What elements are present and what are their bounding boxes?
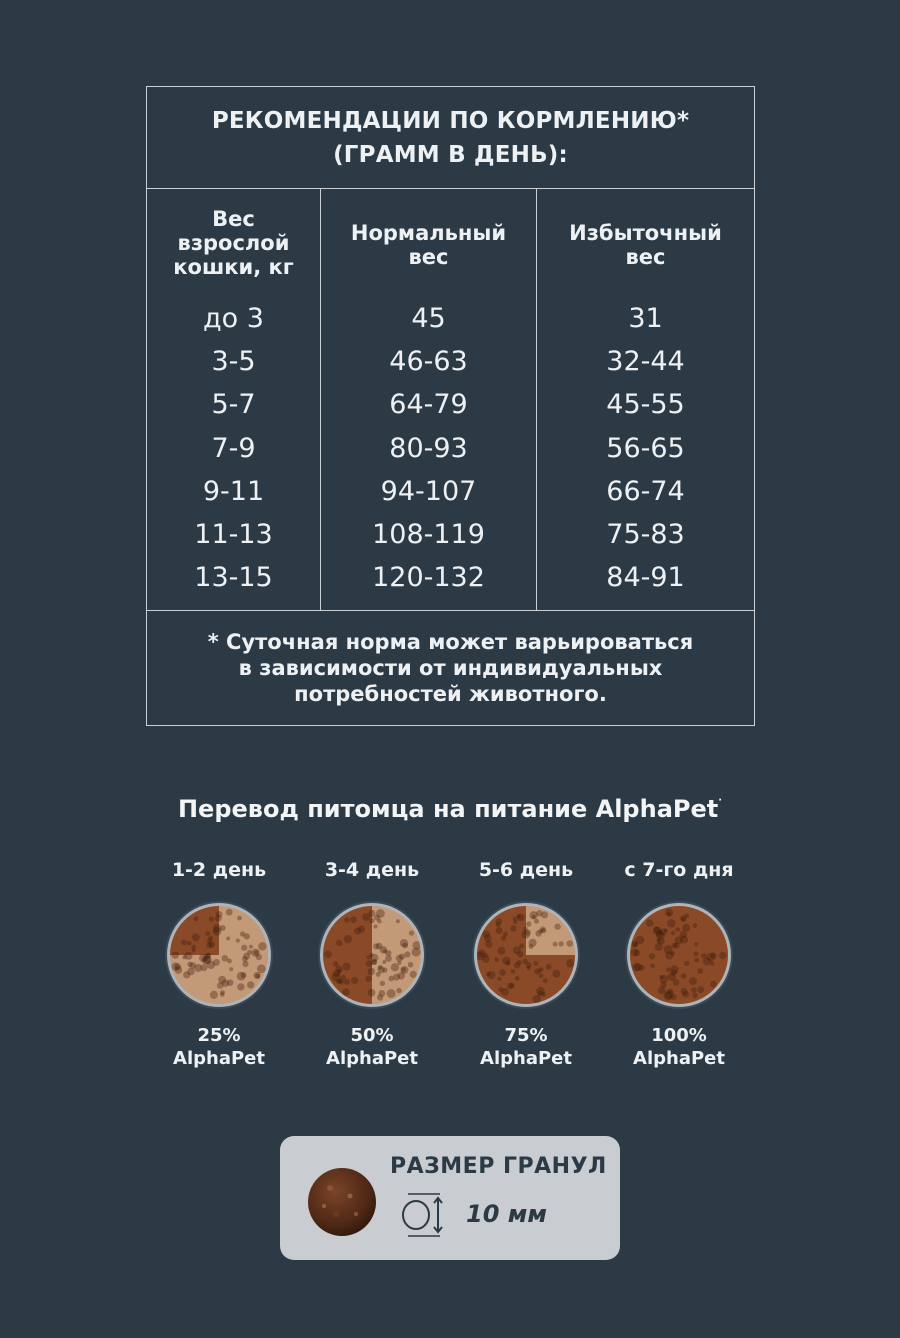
- transition-stages: 1-2 день 25% AlphaPet 3-4 день 50% AlphaPet 5-…: [0, 855, 900, 1075]
- feeding-table-title: РЕКОМЕНДАЦИИ ПО КОРМЛЕНИЮ* (ГРАММ В ДЕНЬ…: [147, 87, 754, 189]
- stage-brand: AlphaPet: [480, 1048, 572, 1069]
- stage-day: с 7-го дня: [624, 859, 734, 881]
- transition-stage: 3-4 день 50% AlphaPet: [297, 855, 447, 1070]
- excess-cell: 31: [628, 303, 663, 334]
- diameter-icon: [402, 1193, 443, 1237]
- normal-cell: 94-107: [380, 475, 477, 507]
- column-normal: Нормальный вес 45 46-63 64-79 80-93 94-107 10…: [320, 189, 536, 610]
- feeding-table-body: Вес взрослой кошки, кг до 3 3-5 5-7 7-9 9-11…: [147, 189, 754, 611]
- stage-day: 5-6 день: [478, 859, 574, 881]
- normal-cell: 120-132: [372, 562, 485, 594]
- stage-brand: AlphaPet: [633, 1048, 725, 1069]
- granule-size-label: РАЗМЕР ГРАНУЛ: [390, 1154, 607, 1179]
- granule-image: [308, 1168, 376, 1236]
- normal-cell: 64-79: [389, 389, 468, 421]
- stage-brand: AlphaPet: [326, 1048, 418, 1069]
- column-header-weight: Вес взрослой кошки, кг: [173, 207, 294, 279]
- normal-cell: 80-93: [389, 432, 468, 464]
- granule-size-value: 10 мм: [466, 1200, 547, 1228]
- normal-cells: 45 46-63 64-79 80-93 94-107 108-119 120-132: [372, 297, 485, 599]
- feeding-title-line2: (ГРАММ В ДЕНЬ):: [333, 141, 568, 168]
- stage-day: 3-4 день: [324, 859, 420, 881]
- stage-percent: 25%: [197, 1025, 241, 1046]
- stage-percent: 50%: [350, 1025, 394, 1046]
- excess-cell: 66-74: [606, 475, 685, 507]
- transition-title: Перевод питомца на питание AlphaPet·: [177, 795, 723, 823]
- weight-cell: 5-7: [211, 389, 256, 421]
- weight-cells: до 3 3-5 5-7 7-9 9-11 11-13 13-15: [194, 297, 272, 599]
- food-bowl-icon: [474, 903, 578, 1007]
- weight-cell: 3-5: [211, 346, 256, 378]
- weight-cell: 9-11: [202, 475, 265, 507]
- food-bowl-icon: [627, 903, 731, 1007]
- food-bowl-icon: [167, 903, 271, 1007]
- column-weight: Вес взрослой кошки, кг до 3 3-5 5-7 7-9 9-11…: [147, 189, 320, 610]
- food-bowl-icon: [320, 903, 424, 1007]
- brand-mark: ·: [718, 795, 723, 806]
- feeding-title-line1: РЕКОМЕНДАЦИИ ПО КОРМЛЕНИЮ*: [211, 107, 690, 134]
- column-header-normal: Нормальный вес: [350, 221, 507, 269]
- column-header-excess: Избыточный вес: [569, 221, 722, 269]
- granule-size-panel: РАЗМЕР ГРАНУЛ 10 мм: [280, 1136, 620, 1260]
- column-excess: Избыточный вес 31 32-44 45-55 56-65 66-74 75-…: [536, 189, 754, 610]
- excess-cell: 32-44: [606, 346, 685, 378]
- feeding-footnote: * Суточная норма может варьироваться в з…: [207, 630, 694, 706]
- excess-cell: 75-83: [606, 518, 685, 550]
- excess-cell: 45-55: [606, 389, 685, 421]
- weight-cell: до 3: [203, 303, 264, 334]
- weight-cell: 11-13: [194, 518, 273, 550]
- stage-day: 1-2 день: [171, 859, 267, 881]
- excess-cell: 56-65: [606, 432, 685, 464]
- excess-cell: 84-91: [606, 562, 685, 594]
- normal-cell: 46-63: [389, 346, 468, 378]
- transition-stage: с 7-го дня 100% AlphaPet: [604, 855, 754, 1070]
- transition-stage: 5-6 день 75% AlphaPet: [451, 855, 601, 1070]
- transition-stage: 1-2 день 25% AlphaPet: [144, 855, 294, 1070]
- stage-brand: AlphaPet: [173, 1048, 265, 1069]
- stage-percent: 100%: [651, 1025, 707, 1046]
- normal-cell: 108-119: [372, 518, 485, 550]
- feeding-table: РЕКОМЕНДАЦИИ ПО КОРМЛЕНИЮ* (ГРАММ В ДЕНЬ…: [146, 86, 755, 726]
- weight-cell: 7-9: [211, 432, 256, 464]
- weight-cell: 13-15: [194, 562, 273, 594]
- excess-cells: 31 32-44 45-55 56-65 66-74 75-83 84-91: [606, 297, 684, 599]
- brand-name: AlphaPet: [595, 795, 719, 823]
- stage-percent: 75%: [504, 1025, 548, 1046]
- normal-cell: 45: [411, 303, 446, 334]
